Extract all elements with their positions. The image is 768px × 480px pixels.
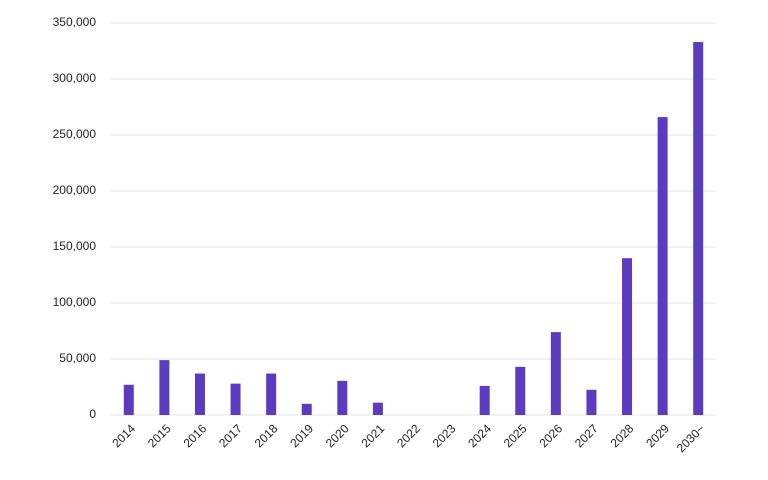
y-tick-label: 250,000: [53, 127, 97, 141]
bar: [550, 332, 561, 415]
x-tick-label: 2018: [252, 421, 281, 450]
y-tick-label: 150,000: [53, 239, 97, 253]
bar: [123, 384, 134, 415]
x-tick-label: 2025: [501, 421, 530, 450]
y-tick-label: 350,000: [53, 15, 97, 29]
x-tick-label: 2022: [394, 421, 423, 450]
x-tick-label: 2016: [181, 421, 210, 450]
bar: [479, 385, 490, 415]
x-tick-label: 2021: [358, 421, 387, 450]
bar: [622, 258, 633, 415]
x-tick-label: 2019: [287, 421, 316, 450]
bar: [693, 42, 704, 415]
bar: [337, 380, 348, 415]
y-tick-label: 50,000: [59, 351, 96, 365]
bar: [194, 373, 205, 415]
x-tick-label: 2030~: [674, 421, 708, 455]
y-tick-label: 0: [89, 407, 96, 421]
bar: [301, 403, 312, 415]
bar: [266, 373, 277, 415]
x-tick-label: 2017: [216, 421, 245, 450]
y-tick-label: 300,000: [53, 71, 97, 85]
x-tick-label: 2023: [430, 421, 459, 450]
bar: [586, 389, 597, 415]
x-tick-label: 2015: [145, 421, 174, 450]
bar: [657, 117, 668, 415]
y-tick-label: 200,000: [53, 183, 97, 197]
x-tick-label: 2024: [465, 421, 494, 450]
x-tick-label: 2028: [608, 421, 637, 450]
x-tick-label: 2026: [536, 421, 565, 450]
x-tick-label: 2027: [572, 421, 601, 450]
bar: [230, 383, 241, 415]
x-tick-label: 2020: [323, 421, 352, 450]
bar: [159, 360, 170, 415]
x-tick-label: 2029: [643, 421, 672, 450]
x-tick-label: 2014: [109, 421, 138, 450]
bar: [515, 366, 526, 415]
bar: [372, 402, 383, 415]
y-tick-label: 100,000: [53, 295, 97, 309]
